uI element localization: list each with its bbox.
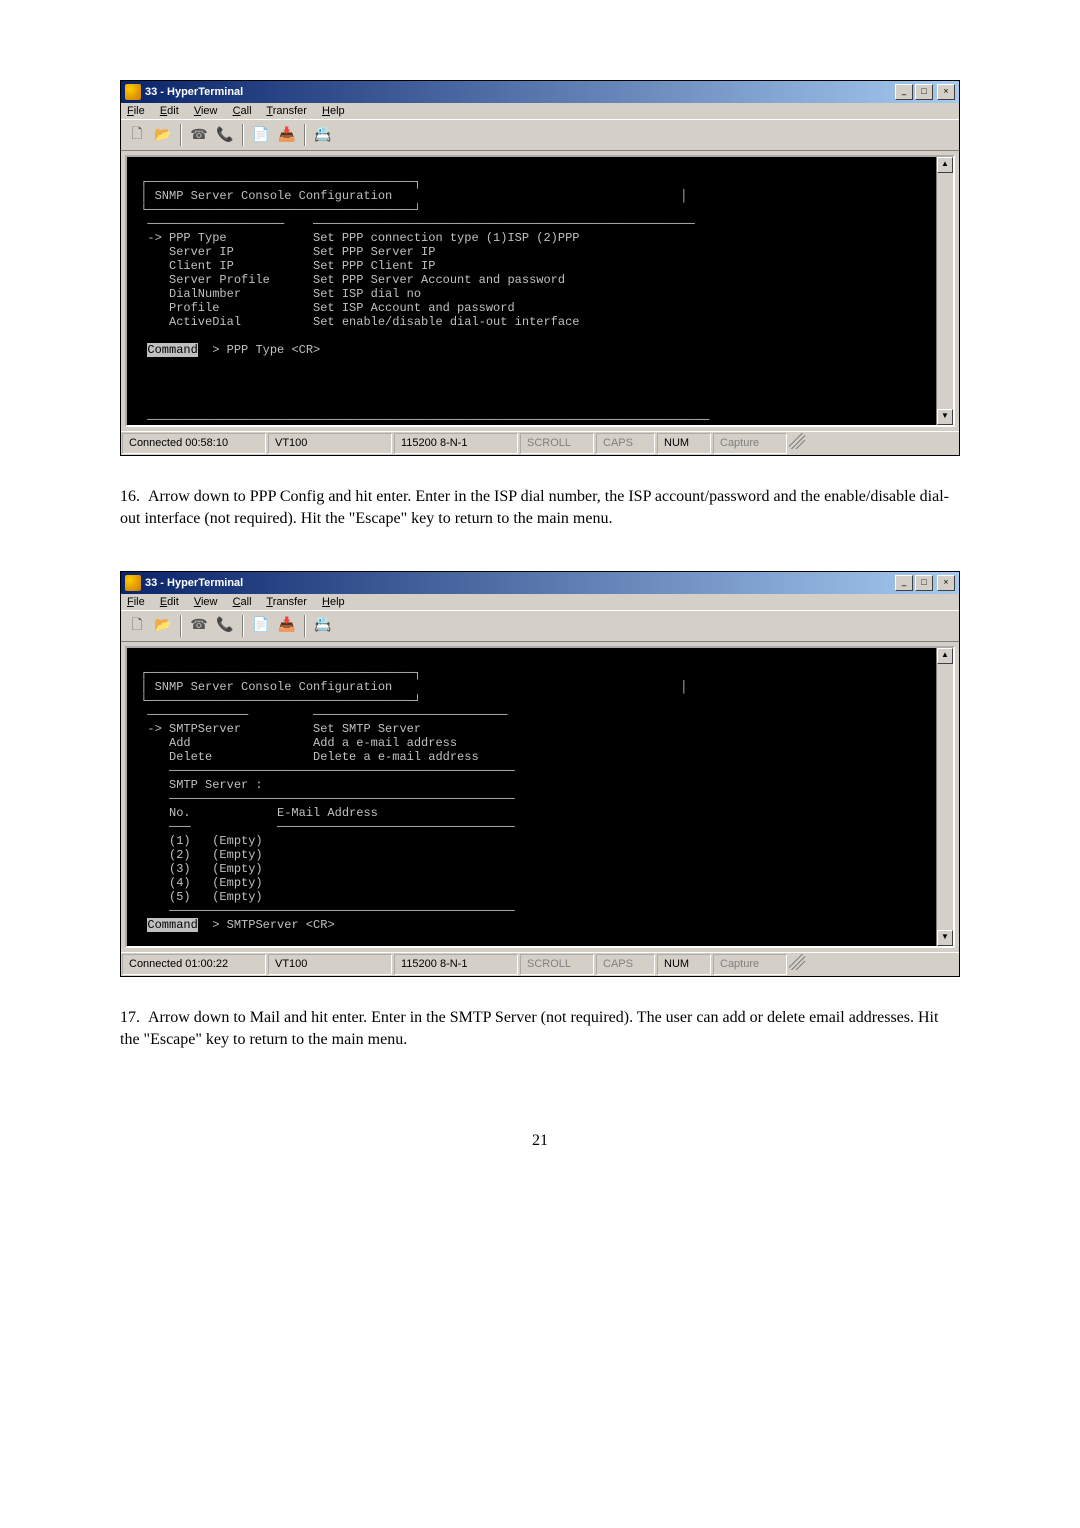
receive-icon[interactable]: 📥 (275, 614, 299, 638)
vertical-scrollbar[interactable]: ▲ ▼ (936, 157, 953, 425)
status-num: NUM (657, 954, 711, 975)
terminal-area: ┌─────────────────────────────────────┐ … (125, 155, 955, 427)
new-icon[interactable]: 🗋 (125, 123, 149, 147)
menu-edit[interactable]: Edit (160, 105, 179, 117)
status-params: 115200 8-N-1 (394, 954, 518, 975)
terminal-area: ┌─────────────────────────────────────┐ … (125, 646, 955, 948)
status-emulation: VT100 (268, 433, 392, 454)
receive-icon[interactable]: 📥 (275, 123, 299, 147)
app-icon (125, 575, 141, 591)
menubar: File Edit View Call Transfer Help (121, 103, 959, 119)
resize-grip[interactable] (789, 433, 805, 449)
menu-call[interactable]: Call (233, 105, 252, 117)
status-caps: CAPS (596, 954, 655, 975)
scroll-up-icon[interactable]: ▲ (937, 648, 953, 664)
scroll-down-icon[interactable]: ▼ (937, 409, 953, 425)
terminal-output: ┌─────────────────────────────────────┐ … (127, 648, 953, 946)
open-icon[interactable]: 📂 (151, 614, 175, 638)
status-emulation: VT100 (268, 954, 392, 975)
status-connected: Connected 00:58:10 (122, 433, 266, 454)
status-bar: Connected 00:58:10 VT100 115200 8-N-1 SC… (121, 431, 959, 455)
resize-grip[interactable] (789, 954, 805, 970)
close-button[interactable]: × (937, 84, 955, 100)
vertical-scrollbar[interactable]: ▲ ▼ (936, 648, 953, 946)
new-icon[interactable]: 🗋 (125, 614, 149, 638)
status-capture: Capture (713, 954, 787, 975)
properties-icon[interactable]: 📇 (311, 123, 335, 147)
window-title: 33 - HyperTerminal (145, 86, 895, 98)
command-label: Command (147, 918, 197, 932)
menu-help[interactable]: Help (322, 105, 345, 117)
status-bar: Connected 01:00:22 VT100 115200 8-N-1 SC… (121, 952, 959, 976)
app-icon (125, 84, 141, 100)
scroll-up-icon[interactable]: ▲ (937, 157, 953, 173)
status-num: NUM (657, 433, 711, 454)
command-label: Command (147, 343, 197, 357)
disconnect-icon[interactable]: 📞 (213, 123, 237, 147)
send-icon[interactable]: 📄 (249, 614, 273, 638)
toolbar: 🗋 📂 ☎ 📞 📄 📥 📇 (121, 610, 959, 642)
status-scroll: SCROLL (520, 954, 594, 975)
hyperterminal-window-1: 33 - HyperTerminal _ □ × File Edit View … (120, 80, 960, 456)
menu-transfer[interactable]: Transfer (266, 105, 307, 117)
instruction-16: 16.Arrow down to PPP Config and hit ente… (120, 486, 960, 531)
page-number: 21 (120, 1132, 960, 1150)
status-caps: CAPS (596, 433, 655, 454)
close-button[interactable]: × (937, 575, 955, 591)
send-icon[interactable]: 📄 (249, 123, 273, 147)
hyperterminal-window-2: 33 - HyperTerminal _ □ × File Edit View … (120, 571, 960, 977)
toolbar: 🗋 📂 ☎ 📞 📄 📥 📇 (121, 119, 959, 151)
menu-edit[interactable]: Edit (160, 596, 179, 608)
status-scroll: SCROLL (520, 433, 594, 454)
menu-help[interactable]: Help (322, 596, 345, 608)
terminal-output: ┌─────────────────────────────────────┐ … (127, 157, 953, 425)
connect-icon[interactable]: ☎ (187, 614, 211, 638)
minimize-button[interactable]: _ (895, 84, 913, 100)
menu-view[interactable]: View (194, 105, 218, 117)
menu-transfer[interactable]: Transfer (266, 596, 307, 608)
menu-file[interactable]: File (127, 596, 145, 608)
maximize-button[interactable]: □ (915, 575, 933, 591)
menu-call[interactable]: Call (233, 596, 252, 608)
status-connected: Connected 01:00:22 (122, 954, 266, 975)
menu-file[interactable]: File (127, 105, 145, 117)
properties-icon[interactable]: 📇 (311, 614, 335, 638)
titlebar[interactable]: 33 - HyperTerminal _ □ × (121, 572, 959, 594)
status-capture: Capture (713, 433, 787, 454)
titlebar[interactable]: 33 - HyperTerminal _ □ × (121, 81, 959, 103)
scroll-down-icon[interactable]: ▼ (937, 930, 953, 946)
menubar: File Edit View Call Transfer Help (121, 594, 959, 610)
disconnect-icon[interactable]: 📞 (213, 614, 237, 638)
menu-view[interactable]: View (194, 596, 218, 608)
connect-icon[interactable]: ☎ (187, 123, 211, 147)
status-params: 115200 8-N-1 (394, 433, 518, 454)
window-title: 33 - HyperTerminal (145, 577, 895, 589)
instruction-17: 17.Arrow down to Mail and hit enter. Ent… (120, 1007, 960, 1052)
maximize-button[interactable]: □ (915, 84, 933, 100)
open-icon[interactable]: 📂 (151, 123, 175, 147)
minimize-button[interactable]: _ (895, 575, 913, 591)
